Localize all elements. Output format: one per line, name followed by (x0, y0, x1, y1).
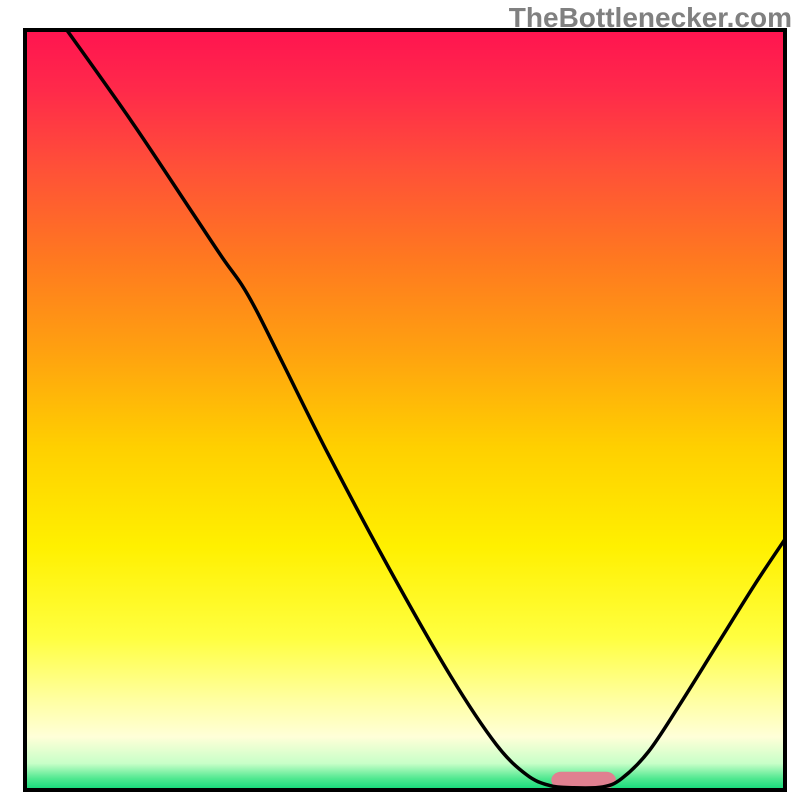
bottleneck-chart (0, 0, 800, 800)
chart-container: TheBottlenecker.com (0, 0, 800, 800)
plot-background (25, 30, 785, 790)
watermark-text: TheBottlenecker.com (509, 2, 792, 34)
